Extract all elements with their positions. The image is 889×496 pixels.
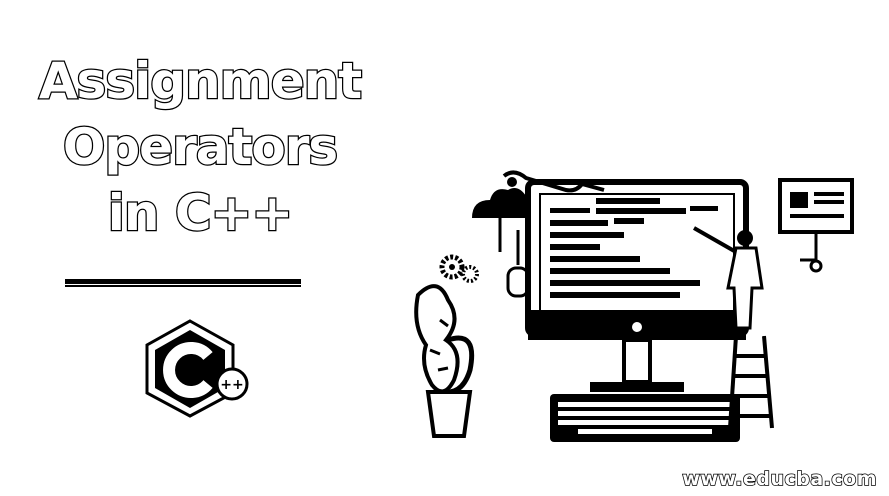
- title-line-3: in C++: [106, 183, 294, 244]
- plant-icon: [414, 284, 475, 438]
- monitor-icon: [525, 179, 749, 392]
- cpp-logo-icon: ++: [145, 319, 249, 418]
- person-icon: [693, 226, 764, 330]
- title-divider: [65, 279, 301, 284]
- footer-url[interactable]: www.educba.com: [682, 467, 878, 491]
- title-line-2: Operators: [62, 117, 340, 178]
- gear-icon: [439, 254, 479, 283]
- info-card-icon: [778, 178, 854, 273]
- keyboard-icon: [550, 394, 740, 442]
- ladder-icon: [728, 335, 774, 429]
- developer-monitor-illustration: [414, 170, 854, 442]
- reclining-person-icon: [502, 170, 605, 193]
- bulb-icon: [506, 230, 530, 298]
- title-divider-second: [65, 285, 301, 287]
- page-title: Assignment Operators in C++: [20, 48, 380, 246]
- cpp-logo-suffix: ++: [220, 377, 243, 393]
- cloud-icon: [472, 188, 539, 252]
- title-line-1: Assignment: [38, 51, 364, 112]
